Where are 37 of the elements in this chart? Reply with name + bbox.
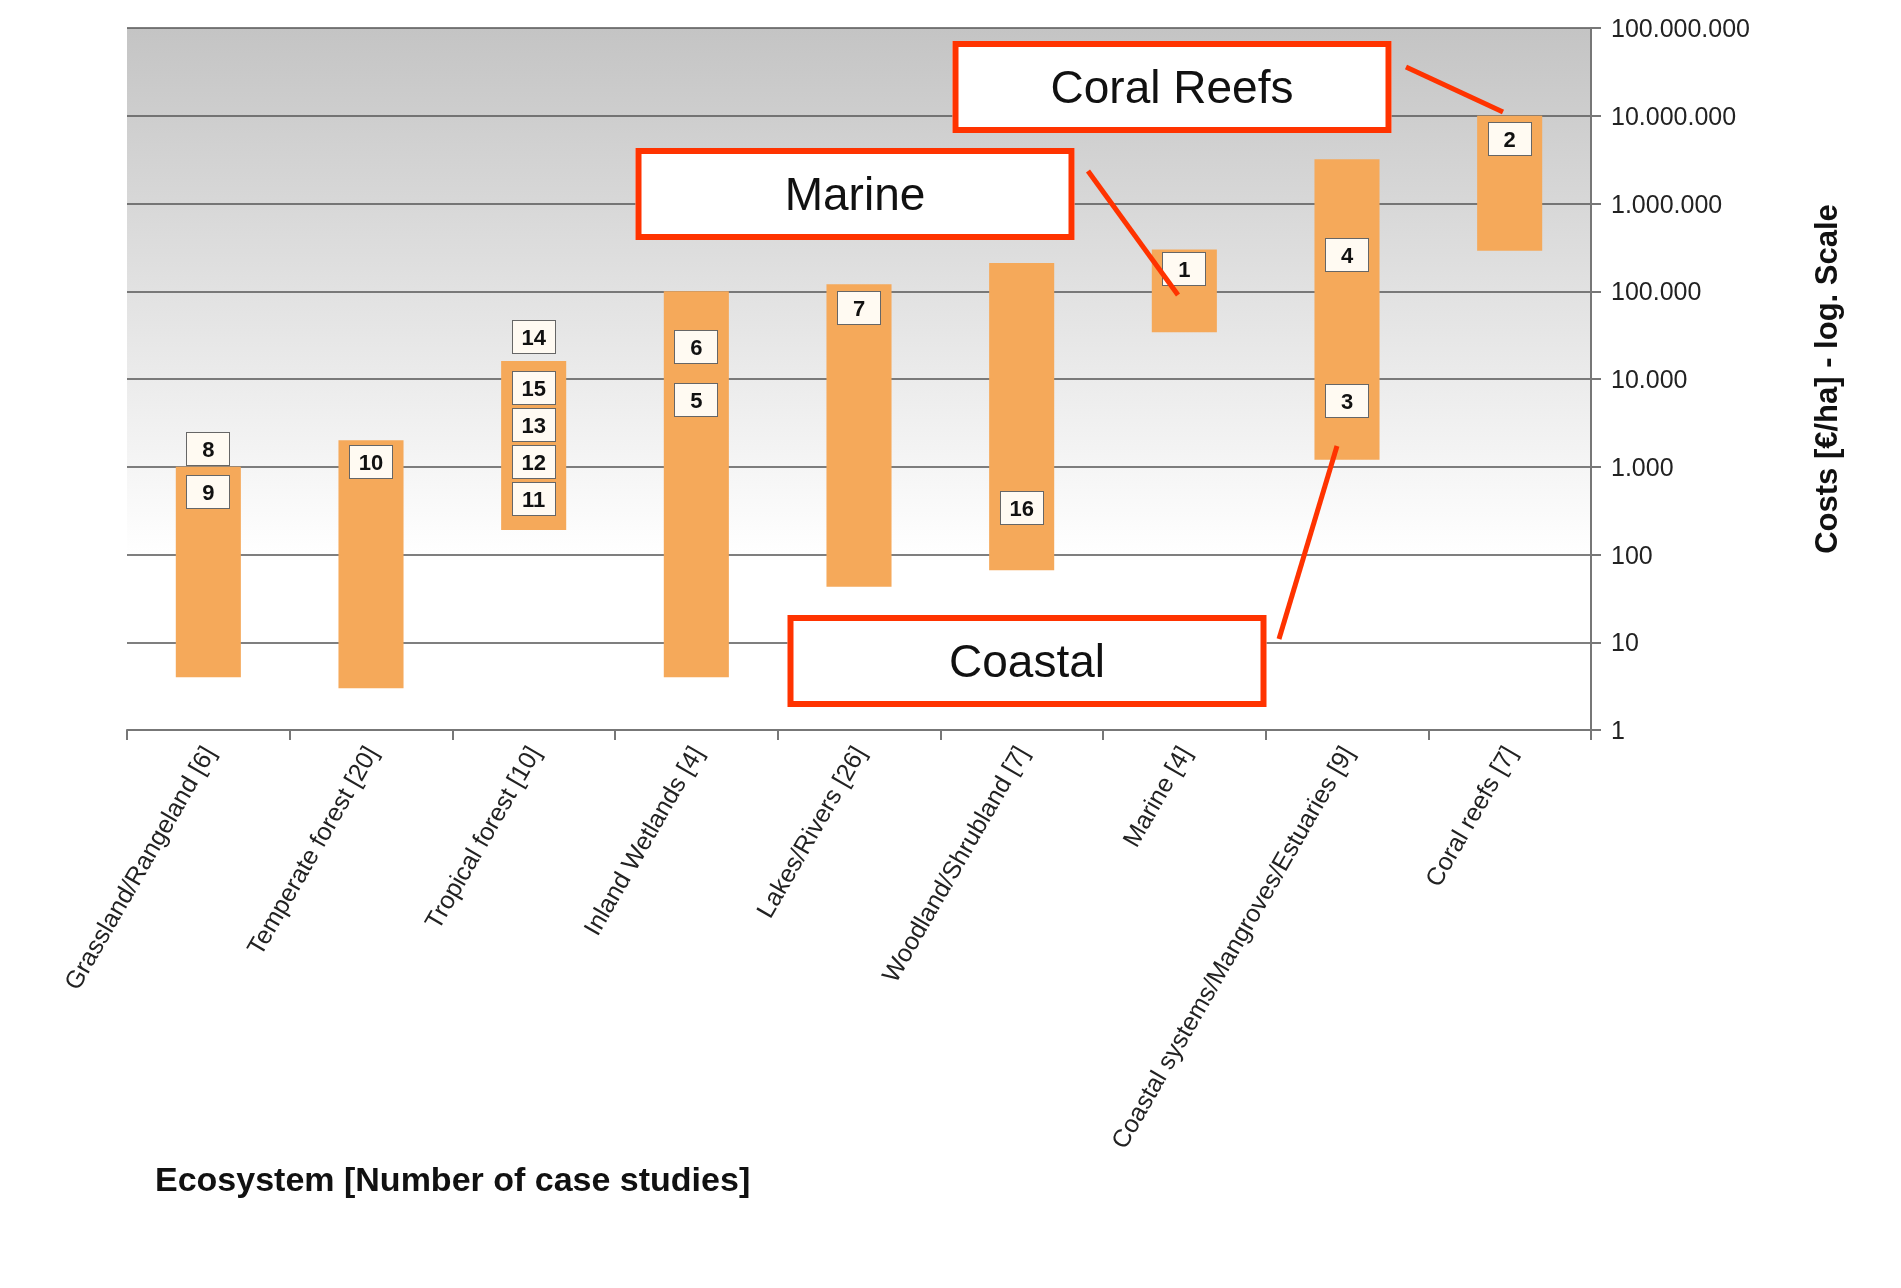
annotation: 16: [999, 491, 1044, 525]
x-axis-title: Ecosystem [Number of case studies]: [155, 1160, 751, 1199]
annotation: Coral Reefs: [1050, 61, 1294, 113]
annotation: 4: [1325, 238, 1369, 272]
y-tick-label: 1: [1611, 716, 1625, 744]
annotation: 3: [1325, 384, 1369, 418]
callout-frame: Marine: [635, 148, 1075, 240]
annotation: 9: [186, 475, 231, 509]
annotation: 10: [349, 445, 393, 479]
callout-frame: Coral Reefs: [952, 41, 1392, 133]
callout-frame: Coastal: [787, 615, 1267, 707]
y-tick-label: 100.000.000: [1611, 14, 1751, 42]
y-axis-title: Costs [€/ha] - log. Scale: [1809, 204, 1844, 554]
annotation: 15: [511, 371, 556, 405]
annotation: 8: [186, 432, 231, 466]
annotation: 14: [511, 320, 556, 354]
annotation: 11: [511, 482, 556, 516]
annotation: 2: [1487, 122, 1532, 156]
annotation: Coastal: [949, 635, 1105, 687]
y-tick-label: 100.000: [1611, 277, 1702, 306]
bar: [826, 284, 892, 587]
bar: [989, 262, 1055, 571]
annotation: 5: [674, 383, 719, 417]
y-tick-label: 10: [1611, 628, 1639, 657]
y-tick-label: 1.000.000: [1611, 189, 1723, 218]
y-tick-label: 100: [1611, 540, 1653, 569]
annotation: 6: [674, 330, 719, 364]
bar: [175, 466, 241, 678]
y-tick-label: 10.000: [1611, 365, 1688, 393]
annotation: 1: [1162, 252, 1207, 286]
y-tick-label: 10.000.000: [1611, 101, 1737, 130]
annotation: 13: [511, 408, 556, 442]
annotation: 12: [511, 445, 556, 479]
bar: [338, 440, 404, 689]
annotation: Marine: [784, 168, 926, 220]
y-tick-label: 1.000: [1611, 452, 1674, 481]
annotation: 7: [837, 291, 881, 325]
